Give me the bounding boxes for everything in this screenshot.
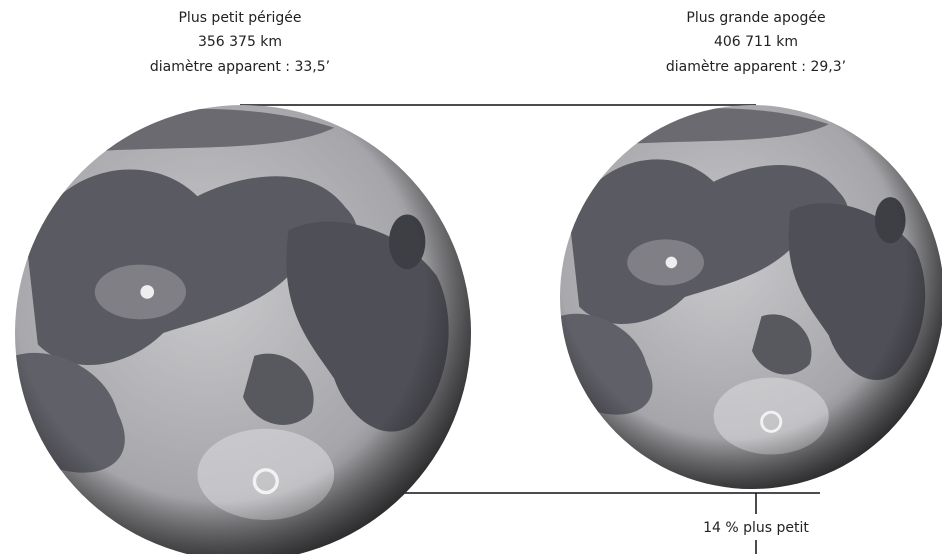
right-diameter: diamètre apparent : 29,3’ xyxy=(666,59,846,75)
left-title: Plus petit périgée xyxy=(178,10,301,26)
apogee-moon xyxy=(560,105,942,489)
left-diameter: diamètre apparent : 33,5’ xyxy=(150,59,330,75)
left-distance: 356 375 km xyxy=(198,34,282,50)
right-distance: 406 711 km xyxy=(714,34,798,50)
right-title: Plus grande apogée xyxy=(686,10,825,26)
difference-label: 14 % plus petit xyxy=(703,520,809,536)
perigee-moon xyxy=(15,105,471,554)
